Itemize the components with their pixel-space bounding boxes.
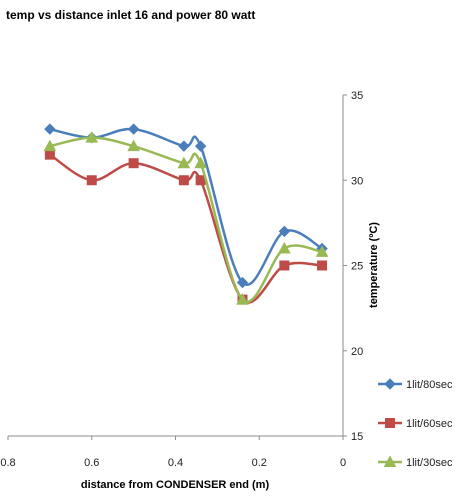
x-tick-label: 0.6 [84, 457, 99, 469]
y-tick-label: 15 [351, 431, 363, 443]
data-point [279, 260, 290, 271]
data-point [43, 139, 57, 152]
x-tick-label: 0.8 [0, 457, 15, 469]
data-point [178, 175, 189, 186]
y-axis-title: temperature (ºC) [368, 222, 380, 308]
y-tick-label: 20 [351, 346, 363, 358]
data-point [178, 140, 190, 152]
series-layer [43, 123, 329, 305]
data-point [85, 131, 99, 143]
legend-label: 1lit/60sec [406, 418, 453, 430]
chart-title: temp vs distance inlet 16 and power 80 w… [6, 8, 256, 22]
axis-ticks: 0.8 0.6 0.4 0.2 0 15 20 25 30 35 [0, 90, 363, 469]
legend-marker [385, 418, 395, 428]
data-point [44, 149, 55, 160]
y-tick-label: 35 [351, 90, 363, 102]
series-line [49, 153, 323, 304]
data-point [177, 156, 191, 169]
legend-label: 1lit/30sec [406, 457, 453, 469]
data-point [194, 140, 207, 152]
data-point [315, 245, 329, 257]
legend-item: 1lit/60sec [378, 418, 453, 430]
legend: 1lit/80sec 1lit/60sec 1lit/30sec [378, 378, 453, 469]
data-point [44, 123, 56, 135]
legend-label: 1lit/80sec [406, 379, 453, 391]
x-axis-title: distance from CONDENSER end (m) [81, 479, 270, 491]
x-tick-label: 0.2 [252, 457, 267, 469]
data-point [194, 156, 207, 169]
data-point [317, 260, 328, 271]
y-tick-label: 25 [351, 261, 363, 273]
x-tick-label: 0 [340, 457, 346, 469]
legend-marker [383, 455, 397, 467]
legend-item: 1lit/30sec [378, 455, 453, 469]
data-point [236, 293, 249, 305]
data-point [236, 276, 249, 289]
data-point [86, 175, 97, 186]
series-1 [44, 123, 328, 289]
x-tick-label: 0.4 [168, 457, 183, 469]
data-point [127, 123, 140, 135]
data-point [195, 175, 206, 186]
legend-item: 1lit/80sec [378, 378, 453, 391]
legend-marker [384, 378, 396, 390]
data-point [278, 241, 291, 254]
data-point [278, 225, 291, 238]
y-tick-label: 30 [351, 175, 363, 187]
data-point [127, 139, 140, 152]
data-point [128, 158, 139, 169]
series-3 [43, 131, 329, 305]
